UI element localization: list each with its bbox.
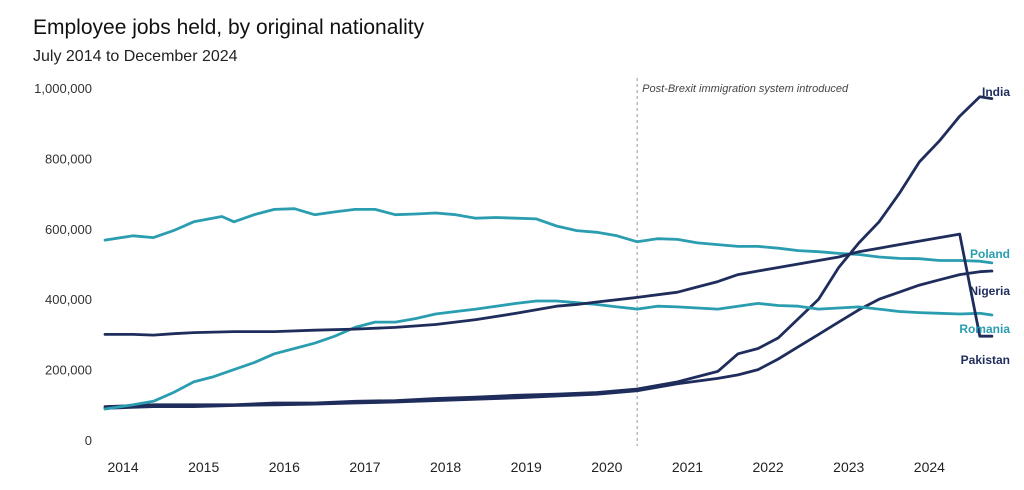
- series-labels: India Poland Nigeria Romania Pakistan: [959, 85, 1010, 367]
- series-line-nigeria: [103, 269, 994, 410]
- series-label-romania: Romania: [959, 322, 1010, 336]
- x-tick-label: 2020: [591, 459, 622, 475]
- y-tick-label: 400,000: [45, 292, 92, 307]
- chart-title: Employee jobs held, by original national…: [33, 16, 425, 39]
- y-tick-label: 200,000: [45, 363, 92, 378]
- x-tick-label: 2021: [672, 459, 703, 475]
- brexit-annotation: Post-Brexit immigration system introduce…: [642, 83, 849, 95]
- x-tick-label: 2023: [833, 459, 864, 475]
- x-tick-label: 2014: [107, 459, 138, 475]
- x-tick-label: 2022: [753, 459, 784, 475]
- series-label-pakistan: Pakistan: [961, 353, 1010, 367]
- chart-subtitle: July 2014 to December 2024: [33, 48, 238, 65]
- y-axis: 0 200,000 400,000 600,000 800,000 1,000,000: [34, 81, 92, 448]
- x-tick-label: 2024: [914, 459, 945, 475]
- x-tick-label: 2016: [269, 459, 300, 475]
- y-tick-label: 0: [85, 433, 92, 448]
- series-lines: [103, 95, 994, 411]
- x-tick-label: 2015: [188, 459, 219, 475]
- series-label-poland: Poland: [970, 247, 1010, 261]
- y-tick-label: 600,000: [45, 222, 92, 237]
- x-tick-label: 2017: [349, 459, 380, 475]
- x-tick-label: 2019: [511, 459, 542, 475]
- x-axis: 2014 2015 2016 2017 2018 2019 2020 2021 2022 2023…: [107, 459, 945, 475]
- series-label-india: India: [982, 85, 1010, 99]
- series-line-romania: [103, 299, 994, 411]
- x-tick-label: 2018: [430, 459, 461, 475]
- y-tick-label: 800,000: [45, 151, 92, 166]
- series-line-pakistan: [103, 232, 994, 338]
- series-line-poland: [103, 207, 994, 265]
- y-tick-label: 1,000,000: [34, 81, 92, 96]
- series-label-nigeria: Nigeria: [969, 284, 1010, 298]
